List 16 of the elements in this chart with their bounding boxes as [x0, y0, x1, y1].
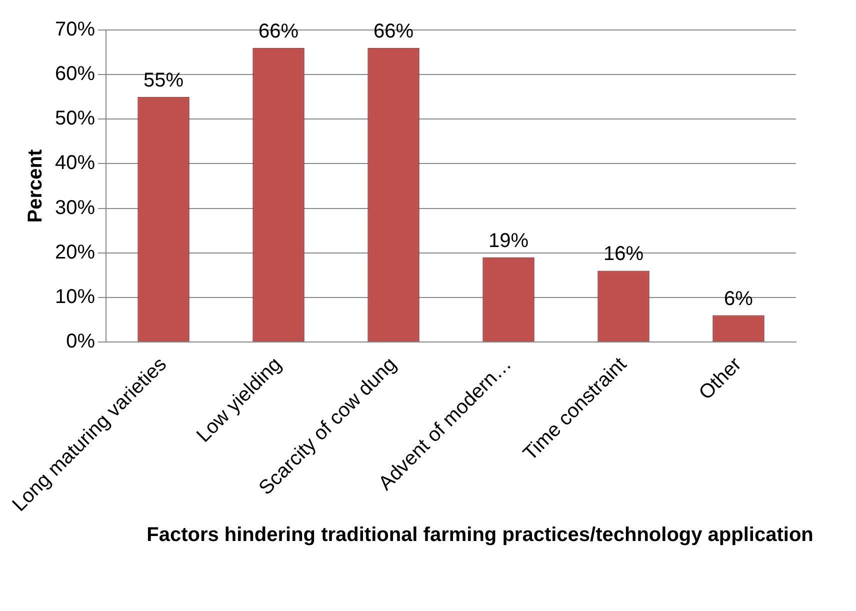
y-tick-label: 30% [55, 196, 96, 219]
data-label: 66% [374, 20, 414, 42]
y-tick-label: 10% [55, 286, 96, 308]
data-label: 19% [488, 230, 529, 252]
data-label: 55% [144, 69, 184, 92]
y-tick-label: 70% [55, 18, 96, 41]
y-tick-label: 0% [66, 330, 96, 353]
y-tick-label: 20% [55, 241, 96, 264]
data-label: 6% [724, 288, 754, 310]
data-label: 16% [603, 243, 644, 266]
y-tick-label: 60% [55, 63, 96, 86]
x-axis-title: Factors hindering traditional farming practices/technology application [146, 523, 814, 548]
y-tick-label: 40% [55, 152, 96, 174]
y-axis-title: Percent [24, 148, 47, 223]
y-tick-label: 50% [55, 108, 96, 130]
data-label: 66% [258, 20, 299, 42]
